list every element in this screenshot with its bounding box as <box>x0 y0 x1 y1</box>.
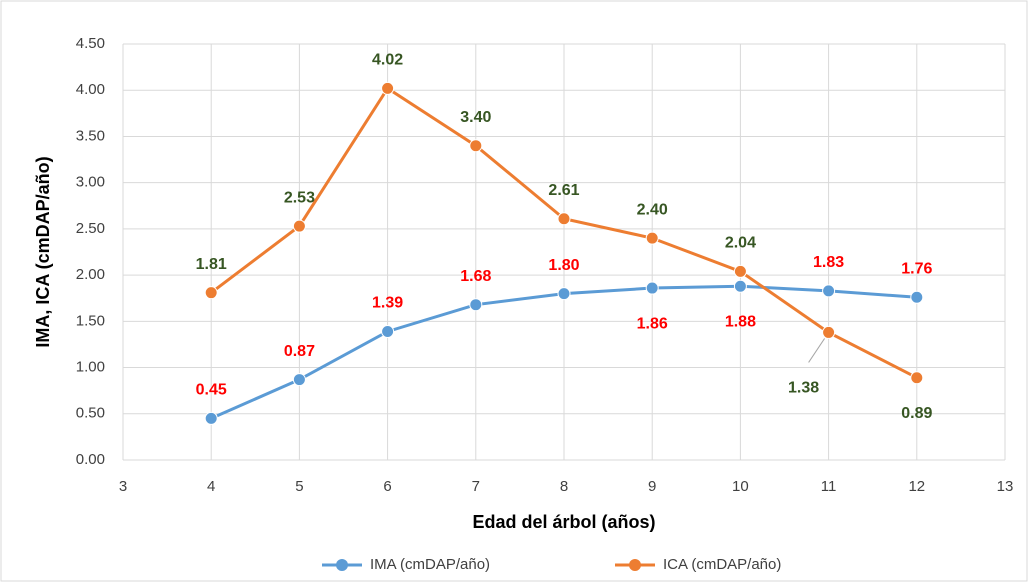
x-tick-label: 11 <box>821 478 837 495</box>
data-point <box>292 219 306 233</box>
data-point <box>822 325 836 339</box>
data-label: 1.86 <box>637 315 668 332</box>
data-point <box>733 264 747 278</box>
data-point <box>381 81 395 95</box>
data-point <box>381 325 395 339</box>
y-tick-label: 0.50 <box>76 405 105 422</box>
data-point <box>557 287 571 301</box>
data-point <box>822 284 836 298</box>
y-tick-label: 2.50 <box>76 220 105 237</box>
data-label: 3.40 <box>460 109 491 126</box>
y-tick-label: 4.00 <box>76 81 105 98</box>
data-label: 1.68 <box>460 268 491 285</box>
y-tick-label: 1.50 <box>76 312 105 329</box>
leader-line <box>808 338 826 363</box>
y-tick-label: 3.50 <box>76 127 105 144</box>
data-label: 1.76 <box>901 261 932 278</box>
data-label: 1.83 <box>813 254 844 271</box>
data-point <box>910 290 924 304</box>
y-tick-label: 3.00 <box>76 174 105 191</box>
data-label: 1.81 <box>196 256 227 273</box>
x-tick-label: 5 <box>295 478 303 495</box>
data-label: 1.88 <box>725 313 756 330</box>
data-point <box>557 212 571 226</box>
data-label: 1.80 <box>548 257 579 274</box>
data-label: 2.40 <box>637 201 668 218</box>
x-tick-label: 10 <box>732 478 749 495</box>
y-tick-label: 1.00 <box>76 359 105 376</box>
data-label: 4.02 <box>372 52 403 69</box>
x-tick-label: 13 <box>997 478 1014 495</box>
legend-marker <box>336 559 348 571</box>
data-label: 1.38 <box>788 380 819 397</box>
x-axis-title: Edad del árbol (años) <box>472 512 655 532</box>
data-point <box>204 411 218 425</box>
x-tick-label: 12 <box>908 478 925 495</box>
data-label: 1.39 <box>372 295 403 312</box>
data-point <box>733 279 747 293</box>
x-tick-label: 4 <box>207 478 215 495</box>
data-point <box>910 371 924 385</box>
data-point <box>469 298 483 312</box>
x-tick-label: 8 <box>560 478 568 495</box>
y-tick-label: 0.00 <box>76 451 105 468</box>
data-label: 0.89 <box>901 405 932 422</box>
data-label: 2.04 <box>725 235 756 252</box>
legend-label: IMA (cmDAP/año) <box>370 556 490 573</box>
data-label: 0.87 <box>284 343 315 360</box>
data-point <box>645 281 659 295</box>
x-tick-label: 6 <box>383 478 391 495</box>
data-label: 2.61 <box>548 182 579 199</box>
data-label: 2.53 <box>284 189 315 206</box>
x-tick-label: 3 <box>119 478 127 495</box>
data-point <box>645 231 659 245</box>
y-tick-label: 2.00 <box>76 266 105 283</box>
x-tick-label: 9 <box>648 478 656 495</box>
legend-marker <box>629 559 641 571</box>
data-point <box>292 373 306 387</box>
y-axis-title: IMA, ICA (cmDAP/año) <box>33 156 53 347</box>
legend-label: ICA (cmDAP/año) <box>663 556 781 573</box>
y-tick-label: 4.50 <box>76 35 105 52</box>
data-label: 0.45 <box>196 382 227 399</box>
data-point <box>469 139 483 153</box>
x-tick-label: 7 <box>472 478 480 495</box>
data-point <box>204 286 218 300</box>
